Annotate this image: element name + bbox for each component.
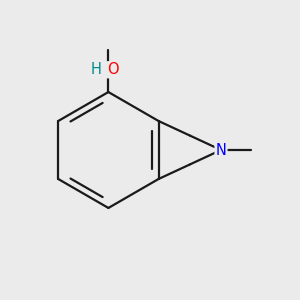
Text: H: H — [91, 62, 102, 77]
Text: O: O — [107, 62, 119, 77]
Text: N: N — [216, 142, 226, 158]
